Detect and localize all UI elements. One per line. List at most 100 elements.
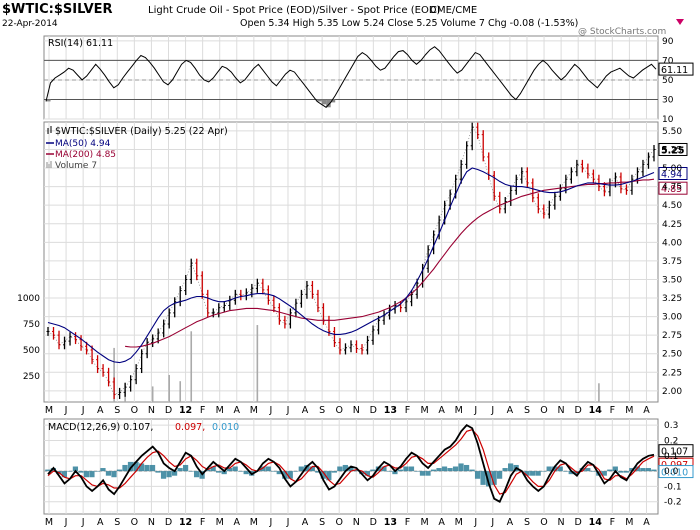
macd-histogram-bar	[138, 463, 145, 472]
x-tick-label: M	[625, 405, 633, 416]
price-y-tick-label: 3.75	[662, 257, 682, 267]
macd-histogram-bar	[50, 468, 56, 472]
x-tick-label: O	[131, 517, 138, 528]
x-tick-label: A	[438, 405, 445, 416]
quote-date: 22-Apr-2014	[2, 19, 58, 29]
macd-histogram-bar	[364, 471, 371, 476]
macd-histogram-bar	[425, 471, 431, 476]
macd-histogram-bar	[436, 468, 442, 472]
exchange: CME/CME	[430, 5, 477, 16]
x-tick-label: 12	[179, 405, 192, 416]
x-tick-label: J	[473, 517, 477, 528]
x-tick-label: D	[370, 517, 377, 528]
x-tick-label: F	[610, 517, 615, 528]
macd-histogram-bar	[276, 471, 282, 475]
x-tick-label: O	[540, 405, 547, 416]
x-tick-label: N	[558, 405, 565, 416]
macd-histogram-bar	[166, 471, 172, 478]
x-tick-label: D	[165, 517, 172, 528]
x-tick-label: A	[507, 517, 514, 528]
macd-histogram-bar	[221, 471, 227, 475]
macd-y-tick-label: -0.1	[664, 482, 682, 492]
volume-bar	[190, 331, 193, 402]
macd-histogram-bar	[260, 466, 266, 472]
macd-histogram-bar	[61, 471, 68, 478]
macd-histogram-bar	[105, 471, 112, 476]
price-close-line	[47, 126, 655, 395]
macd-histogram-bar	[127, 461, 134, 472]
macd-histogram-bar	[508, 463, 514, 472]
macd-histogram-bar	[298, 466, 304, 472]
macd-histogram-bar	[326, 471, 332, 481]
volume-bar	[113, 347, 115, 402]
volume-tick-label: 500	[23, 346, 40, 356]
price-current-box	[658, 167, 688, 181]
macd-legend-label: MACD(12,26,9) 0.107,	[48, 422, 153, 433]
rsi-legend-label: RSI(14) 61.11	[48, 38, 113, 49]
volume-bar	[179, 381, 182, 402]
price-current-value: 5.25	[661, 145, 684, 156]
x-tick-label: 13	[384, 517, 397, 528]
macd-histogram-bar	[640, 468, 646, 472]
macd-histogram-bar	[601, 471, 607, 476]
macd-histogram-bar	[419, 471, 426, 476]
macd-histogram-bar	[447, 468, 453, 472]
x-tick-label: M	[455, 405, 463, 416]
macd-histogram-bar	[227, 468, 233, 472]
volume-bar	[151, 386, 154, 402]
price-y-tick-label: 4.00	[662, 238, 682, 248]
x-tick-label: A	[234, 405, 241, 416]
symbol-title: $WTIC:$SILVER	[2, 2, 113, 17]
x-tick-label: J	[269, 405, 273, 416]
macd-histogram-bar	[430, 469, 437, 472]
macd-histogram-bar	[331, 471, 337, 473]
x-tick-label: A	[234, 517, 241, 528]
volume-legend-icon	[46, 161, 52, 168]
macd-histogram-bar	[541, 471, 547, 472]
price-y-tick-label: 2.25	[662, 368, 682, 378]
price-y-tick-label: 5.25	[662, 145, 682, 155]
x-tick-label: 14	[589, 405, 603, 416]
x-tick-label: A	[302, 517, 309, 528]
macd-histogram-bar	[535, 471, 541, 476]
macd-histogram-bar	[238, 471, 244, 472]
macd-line	[47, 423, 655, 503]
x-tick-label: J	[64, 517, 68, 528]
macd-histogram-bar	[144, 464, 150, 472]
macd-histogram-bar	[94, 471, 101, 472]
macd-y-tick-label: 0.2	[664, 436, 678, 446]
macd-histogram-bar	[271, 471, 277, 472]
x-tick-label: S	[114, 405, 120, 416]
x-tick-label: A	[643, 517, 650, 528]
x-tick-label: M	[455, 517, 463, 528]
rsi-oversold-fill	[326, 99, 331, 108]
macd-signal-legend-label: 0.097,	[175, 422, 205, 433]
macd-histogram-bar	[530, 471, 536, 476]
x-tick-label: J	[473, 405, 477, 416]
x-tick-label: A	[507, 405, 514, 416]
macd-y-tick-label: 0.0	[664, 467, 679, 477]
macd-histogram-bar	[392, 471, 398, 475]
volume-tick-label: 250	[23, 372, 40, 382]
price-current-value: 4.85	[661, 184, 682, 195]
change-down-marker	[676, 19, 684, 25]
x-tick-label: A	[97, 405, 104, 416]
rsi-oversold-fill	[46, 99, 51, 102]
x-tick-label: F	[200, 405, 205, 416]
price-current-box	[658, 181, 688, 195]
macd-histogram-bar	[485, 471, 492, 487]
price-y-tick-label: 2.50	[662, 350, 682, 360]
macd-histogram-bar	[381, 466, 387, 472]
price-y-tick-label: 5.50	[662, 127, 682, 137]
macd-histogram-bar	[491, 471, 497, 485]
x-tick-label: M	[250, 405, 258, 416]
symbol-description: Light Crude Oil - Spot Price (EOD)/Silve…	[148, 5, 441, 16]
x-tick-label: J	[286, 517, 290, 528]
x-tick-label: N	[353, 517, 360, 528]
rsi-y-tick-label: 90	[662, 37, 674, 47]
macd-histogram-bar	[337, 466, 343, 472]
macd-histogram-bar	[243, 471, 249, 475]
x-tick-label: F	[405, 517, 410, 528]
rsi-y-tick-label: 30	[662, 95, 674, 105]
price-panel	[43, 121, 659, 403]
